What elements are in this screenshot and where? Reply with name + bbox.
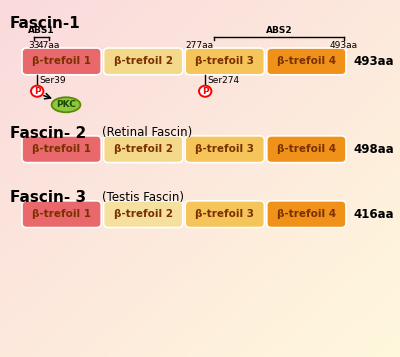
Text: PKC: PKC	[56, 100, 76, 109]
FancyBboxPatch shape	[104, 201, 183, 228]
Text: β-trefoil 2: β-trefoil 2	[114, 56, 173, 66]
Text: P: P	[202, 87, 208, 96]
Text: (Testis Fascin): (Testis Fascin)	[102, 191, 184, 203]
Text: β-trefoil 1: β-trefoil 1	[32, 144, 91, 154]
Text: 47aa: 47aa	[38, 41, 60, 50]
FancyBboxPatch shape	[22, 136, 101, 163]
Text: 33: 33	[28, 41, 40, 50]
Text: β-trefoil 2: β-trefoil 2	[114, 209, 173, 219]
FancyBboxPatch shape	[267, 201, 346, 228]
Text: β-trefoil 4: β-trefoil 4	[277, 209, 336, 219]
Text: β-trefoil 2: β-trefoil 2	[114, 144, 173, 154]
Text: 416aa: 416aa	[353, 208, 394, 221]
Text: β-trefoil 1: β-trefoil 1	[32, 56, 91, 66]
Text: 493aa: 493aa	[353, 55, 394, 68]
FancyBboxPatch shape	[22, 48, 101, 75]
Text: 493aa: 493aa	[330, 41, 358, 50]
FancyBboxPatch shape	[185, 48, 264, 75]
FancyBboxPatch shape	[267, 48, 346, 75]
Text: (Retinal Fascin): (Retinal Fascin)	[102, 126, 192, 139]
Text: β-trefoil 4: β-trefoil 4	[277, 144, 336, 154]
Text: 277aa: 277aa	[185, 41, 213, 50]
Text: Fascin-1: Fascin-1	[10, 16, 81, 31]
Text: P: P	[34, 87, 40, 96]
Text: β-trefoil 4: β-trefoil 4	[277, 56, 336, 66]
FancyBboxPatch shape	[22, 201, 101, 228]
Text: Fascin- 3: Fascin- 3	[10, 190, 86, 205]
FancyBboxPatch shape	[104, 136, 183, 163]
Text: β-trefoil 1: β-trefoil 1	[32, 209, 91, 219]
Text: β-trefoil 3: β-trefoil 3	[195, 144, 254, 154]
Text: Ser39: Ser39	[39, 76, 66, 85]
Text: ABS2: ABS2	[266, 26, 292, 35]
Text: β-trefoil 3: β-trefoil 3	[195, 209, 254, 219]
FancyBboxPatch shape	[104, 48, 183, 75]
Text: β-trefoil 3: β-trefoil 3	[195, 56, 254, 66]
FancyBboxPatch shape	[185, 201, 264, 228]
Ellipse shape	[52, 97, 80, 112]
Text: Fascin- 2: Fascin- 2	[10, 126, 86, 141]
Text: Ser274: Ser274	[207, 76, 239, 85]
FancyBboxPatch shape	[185, 136, 264, 163]
FancyBboxPatch shape	[267, 136, 346, 163]
Circle shape	[199, 86, 211, 97]
Text: ABS1: ABS1	[28, 26, 55, 35]
Circle shape	[31, 86, 44, 97]
Text: 498aa: 498aa	[353, 143, 394, 156]
